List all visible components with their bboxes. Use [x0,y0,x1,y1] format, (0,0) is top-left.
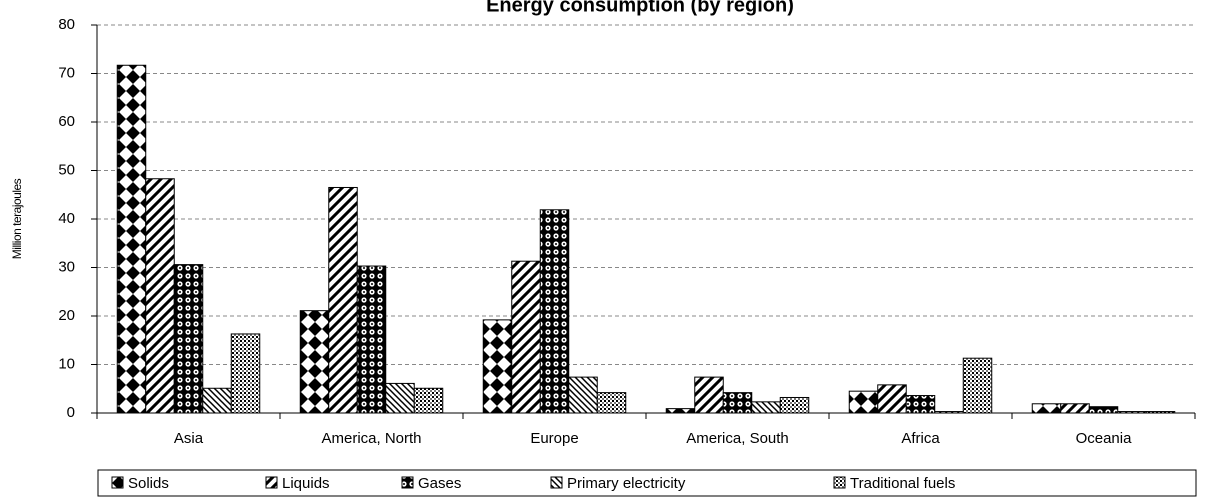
y-tick-label: 20 [58,307,75,324]
bar [665,408,696,414]
bar [230,333,261,414]
bar [877,384,907,414]
bar [1031,403,1062,414]
y-tick-label: 60 [58,113,75,130]
y-tick-label: 10 [58,355,75,372]
bar [1060,403,1090,414]
bar [1117,411,1147,414]
legend-label: Liquids [282,475,330,492]
legend-label: Gases [418,475,461,492]
legend-label: Solids [128,475,169,492]
x-tick-label: America, North [321,430,421,447]
bar [962,357,993,414]
bar [848,390,879,414]
y-tick-label: 50 [58,161,75,178]
bar [905,395,936,414]
bar [356,265,387,414]
x-tick-label: America, South [686,430,789,447]
bar [779,396,810,414]
legend-swatch [401,476,414,489]
legend-swatch [111,476,124,489]
x-tick-label: Europe [530,430,578,447]
bar [596,392,627,414]
bar [511,260,541,414]
bar [299,310,330,414]
bar [722,392,753,414]
bar [385,382,415,414]
chart-title: Energy consumption (by region) [486,0,794,16]
bar [694,376,724,414]
x-tick-label: Africa [901,430,940,447]
bar [751,401,781,414]
bar [568,376,598,414]
y-tick-label: 30 [58,258,75,275]
bar [539,209,570,414]
y-tick-label: 70 [58,64,75,81]
bar [202,387,232,414]
y-tick-label: 40 [58,210,75,227]
bar [116,64,147,414]
y-axis-label: Million terajoules [10,178,24,259]
legend-swatch [833,476,846,489]
y-tick-label: 80 [58,16,75,33]
bar [934,411,964,414]
bar [482,319,513,414]
bar [145,178,175,414]
bar [1088,406,1119,414]
x-tick-label: Asia [174,430,204,447]
x-tick-label: Oceania [1076,430,1133,447]
bar [173,264,204,414]
bar [328,186,358,414]
bar [413,387,444,414]
legend-label: Primary electricity [567,475,686,492]
legend [97,469,1197,497]
bar [1145,411,1176,414]
legend-label: Traditional fuels [850,475,955,492]
legend-swatch [550,476,563,489]
legend-swatch [265,476,278,489]
y-tick-label: 0 [67,404,75,421]
